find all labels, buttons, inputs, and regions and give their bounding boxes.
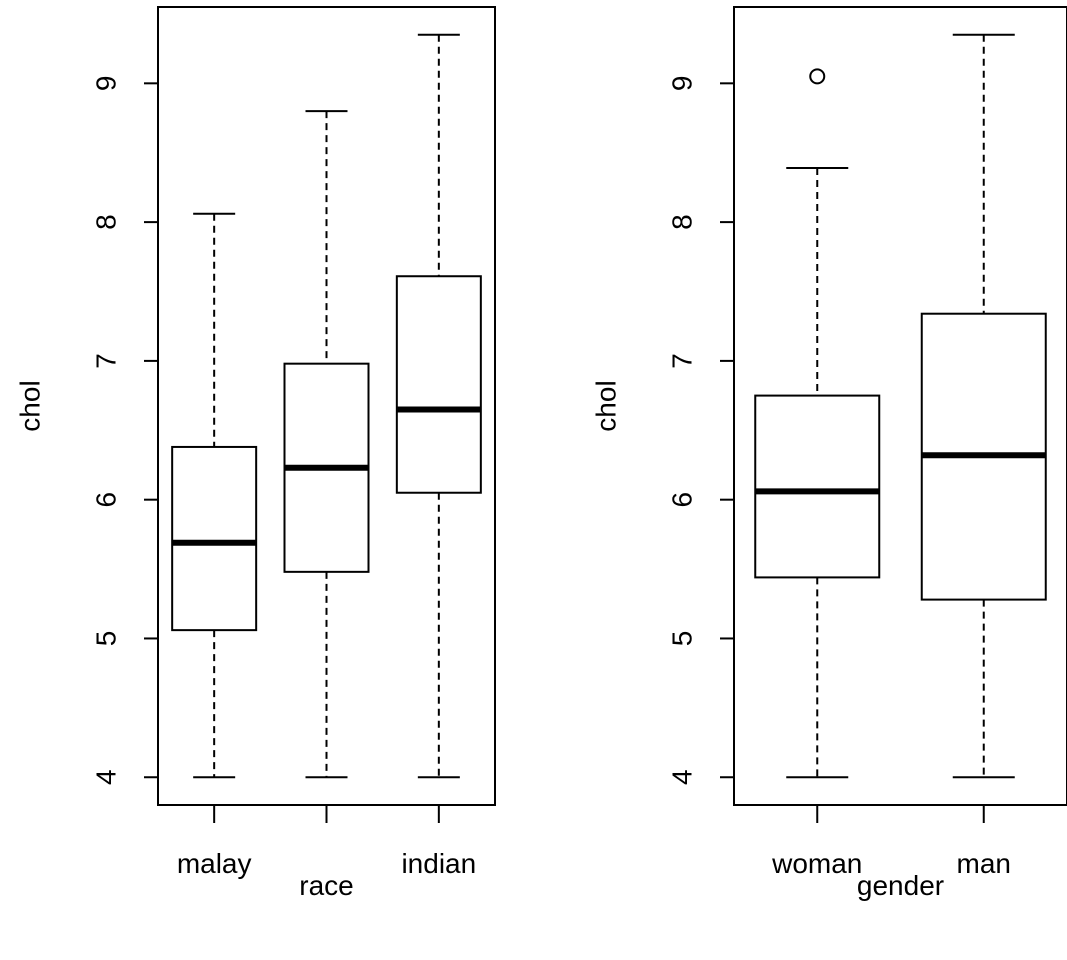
x-axis-title: gender — [857, 870, 944, 901]
y-tick-label: 4 — [667, 769, 698, 785]
box-iqr — [754, 394, 881, 579]
gender-boxplot-panel: 4 5 6 7 8 9 woman man gender chol — [591, 6, 1067, 901]
plot-frame — [733, 6, 1067, 806]
y-tick-label: 5 — [667, 631, 698, 647]
y-tick-label: 8 — [91, 214, 122, 230]
y-tick-label: 6 — [667, 492, 698, 508]
y-tick-label: 7 — [667, 353, 698, 369]
x-tick-label: man — [957, 848, 1011, 879]
x-tick-label: woman — [771, 848, 862, 879]
x-tick-label: indian — [401, 848, 476, 879]
y-tick-label: 4 — [91, 769, 122, 785]
y-tick-label: 9 — [667, 76, 698, 92]
race-boxplot-panel: 4 5 6 7 8 9 malay indian race chol — [15, 6, 496, 901]
y-tick-label: 6 — [91, 492, 122, 508]
y-axis-title: chol — [15, 380, 46, 431]
outlier-point — [809, 68, 826, 85]
box-iqr — [395, 275, 482, 494]
y-tick-label: 7 — [91, 353, 122, 369]
y-tick-label: 9 — [91, 76, 122, 92]
x-axis-title: race — [299, 870, 353, 901]
x-tick-label: malay — [177, 848, 252, 879]
box-iqr — [171, 445, 258, 632]
y-axis-title: chol — [591, 380, 622, 431]
y-tick-label: 5 — [91, 631, 122, 647]
y-tick-label: 8 — [667, 214, 698, 230]
